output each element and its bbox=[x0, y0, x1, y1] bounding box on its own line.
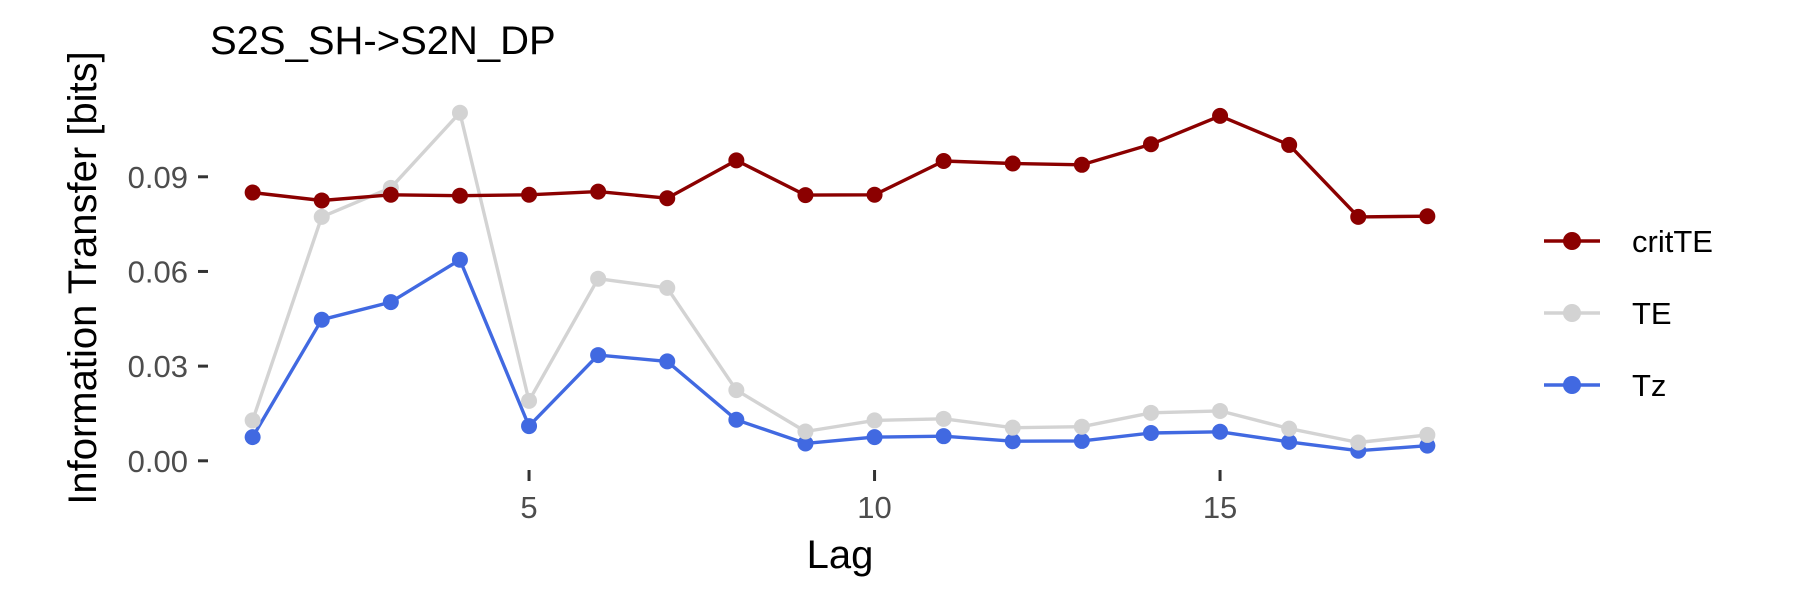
data-point-te bbox=[590, 270, 607, 287]
y-tick-label: 0.03 bbox=[128, 349, 188, 384]
data-point-critte bbox=[659, 190, 676, 207]
legend-marker-tz bbox=[1563, 376, 1581, 394]
data-point-te bbox=[244, 412, 261, 429]
data-point-critte bbox=[935, 153, 952, 170]
data-point-critte bbox=[451, 187, 468, 204]
data-point-te bbox=[1419, 426, 1436, 443]
data-point-critte bbox=[1073, 156, 1090, 173]
legend-item-critte: critTE bbox=[1544, 224, 1713, 259]
data-point-tz bbox=[1004, 433, 1021, 450]
data-point-te bbox=[451, 104, 468, 121]
data-point-te bbox=[935, 410, 952, 427]
data-point-te bbox=[797, 423, 814, 440]
data-point-critte bbox=[797, 187, 814, 204]
series-critte bbox=[244, 107, 1436, 225]
x-tick-label: 15 bbox=[1203, 490, 1237, 525]
data-point-te bbox=[1004, 419, 1021, 436]
data-point-critte bbox=[521, 186, 538, 203]
data-point-tz bbox=[728, 411, 745, 428]
x-tick-label: 10 bbox=[857, 490, 891, 525]
data-point-tz bbox=[866, 429, 883, 446]
series-tz bbox=[244, 251, 1436, 459]
data-point-critte bbox=[866, 186, 883, 203]
data-point-tz bbox=[590, 347, 607, 364]
data-point-critte bbox=[1281, 136, 1298, 153]
y-tick-label: 0.00 bbox=[128, 444, 188, 479]
series-line-tz bbox=[251, 258, 1428, 453]
y-tick-label: 0.06 bbox=[128, 254, 188, 289]
data-point-critte bbox=[313, 192, 330, 209]
data-point-tz bbox=[451, 251, 468, 268]
data-point-critte bbox=[590, 183, 607, 200]
data-point-tz bbox=[1212, 423, 1229, 440]
data-point-tz bbox=[659, 353, 676, 370]
data-point-te bbox=[1350, 434, 1367, 451]
data-point-tz bbox=[1142, 425, 1159, 442]
data-point-tz bbox=[1281, 433, 1298, 450]
x-tick-label: 5 bbox=[520, 490, 537, 525]
data-point-tz bbox=[935, 428, 952, 445]
data-point-te bbox=[866, 412, 883, 429]
y-tick-label: 0.09 bbox=[128, 160, 188, 195]
data-point-critte bbox=[244, 184, 261, 201]
legend-label-tz: Tz bbox=[1632, 368, 1666, 403]
legend-item-tz: Tz bbox=[1544, 368, 1666, 403]
x-axis-title: Lag bbox=[807, 533, 874, 577]
data-point-te bbox=[521, 392, 538, 409]
data-point-critte bbox=[1350, 208, 1367, 225]
legend-label-critte: critTE bbox=[1632, 224, 1713, 259]
data-point-tz bbox=[1073, 432, 1090, 449]
plot-area bbox=[244, 104, 1436, 459]
data-point-te bbox=[313, 208, 330, 225]
series-te bbox=[244, 104, 1436, 451]
data-point-tz bbox=[244, 429, 261, 446]
data-point-te bbox=[1281, 420, 1298, 437]
data-point-te bbox=[1212, 402, 1229, 419]
legend-label-te: TE bbox=[1632, 296, 1672, 331]
data-point-critte bbox=[1212, 107, 1229, 124]
data-point-te bbox=[1142, 404, 1159, 421]
legend-item-te: TE bbox=[1544, 296, 1672, 331]
data-point-tz bbox=[382, 294, 399, 311]
data-point-critte bbox=[1004, 155, 1021, 172]
data-point-te bbox=[1073, 418, 1090, 435]
series-line-critte bbox=[252, 114, 1428, 219]
legend-marker-critte bbox=[1563, 232, 1581, 250]
data-point-tz bbox=[313, 311, 330, 328]
data-point-te bbox=[659, 279, 676, 296]
data-point-tz bbox=[521, 418, 538, 435]
x-axis: 5 10 15 bbox=[520, 470, 1237, 525]
y-axis-title: Information Transfer [bits] bbox=[61, 51, 105, 505]
chart-title: S2S_SH->S2N_DP bbox=[210, 19, 556, 63]
data-point-critte bbox=[728, 152, 745, 169]
series-line-te bbox=[250, 110, 1428, 445]
legend-marker-te bbox=[1563, 304, 1581, 322]
legend: critTE TE Tz bbox=[1544, 224, 1713, 403]
data-point-critte bbox=[1142, 136, 1159, 153]
data-point-critte bbox=[382, 186, 399, 203]
data-point-tz bbox=[797, 435, 814, 452]
data-point-critte bbox=[1419, 208, 1436, 225]
y-axis: 0.00 0.03 0.06 0.09 bbox=[128, 160, 208, 479]
data-point-te bbox=[728, 382, 745, 399]
